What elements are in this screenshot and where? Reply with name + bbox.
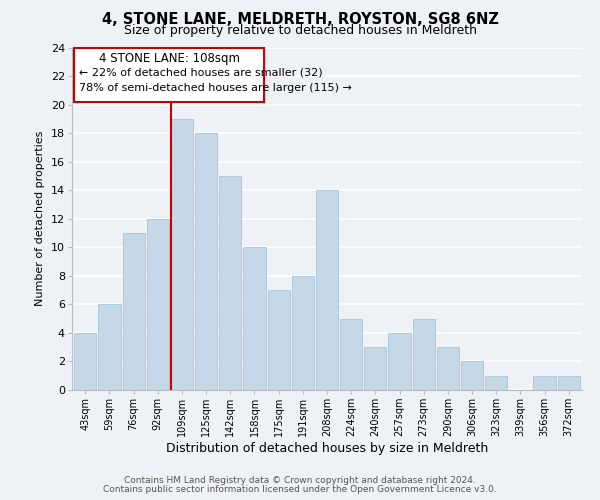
Bar [485,376,508,390]
Bar [244,248,266,390]
Bar [122,233,145,390]
Bar [413,318,435,390]
Bar [316,190,338,390]
Bar [461,362,483,390]
FancyBboxPatch shape [74,48,264,102]
Bar [388,333,410,390]
Bar [364,347,386,390]
Bar [292,276,314,390]
Bar [219,176,241,390]
Y-axis label: Number of detached properties: Number of detached properties [35,131,45,306]
Bar [340,318,362,390]
Bar [533,376,556,390]
Bar [557,376,580,390]
Bar [268,290,290,390]
Text: ← 22% of detached houses are smaller (32): ← 22% of detached houses are smaller (32… [79,68,323,78]
Bar [195,133,217,390]
X-axis label: Distribution of detached houses by size in Meldreth: Distribution of detached houses by size … [166,442,488,455]
Text: 4, STONE LANE, MELDRETH, ROYSTON, SG8 6NZ: 4, STONE LANE, MELDRETH, ROYSTON, SG8 6N… [101,12,499,28]
Bar [98,304,121,390]
Text: Contains HM Land Registry data © Crown copyright and database right 2024.: Contains HM Land Registry data © Crown c… [124,476,476,485]
Bar [171,119,193,390]
Text: 78% of semi-detached houses are larger (115) →: 78% of semi-detached houses are larger (… [79,83,352,93]
Text: Contains public sector information licensed under the Open Government Licence v3: Contains public sector information licen… [103,485,497,494]
Bar [146,219,169,390]
Bar [437,347,459,390]
Text: 4 STONE LANE: 108sqm: 4 STONE LANE: 108sqm [99,52,240,65]
Text: Size of property relative to detached houses in Meldreth: Size of property relative to detached ho… [124,24,476,37]
Bar [74,333,97,390]
